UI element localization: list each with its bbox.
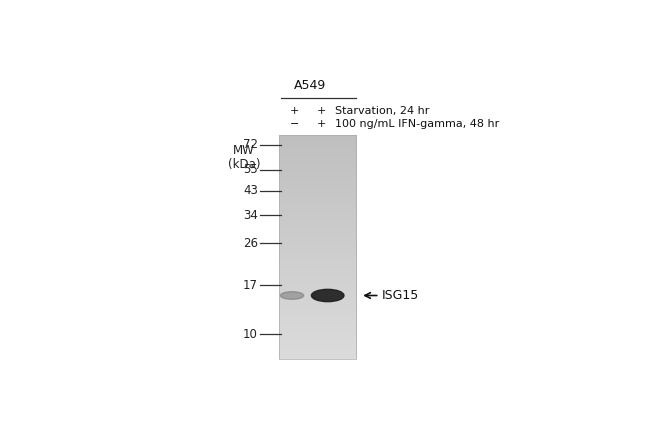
Text: +: +	[317, 119, 326, 129]
Text: 72: 72	[243, 138, 258, 151]
Text: 43: 43	[243, 184, 258, 197]
Text: +: +	[317, 106, 326, 116]
Text: A549: A549	[294, 79, 326, 92]
Text: 26: 26	[243, 237, 258, 250]
Text: −: −	[290, 119, 299, 129]
Text: (kDa): (kDa)	[227, 158, 260, 171]
Bar	[279, 135, 356, 359]
Text: 55: 55	[243, 163, 258, 176]
Ellipse shape	[280, 292, 304, 299]
Text: ISG15: ISG15	[382, 289, 419, 302]
Text: 34: 34	[243, 209, 258, 222]
Ellipse shape	[311, 289, 344, 302]
Text: 17: 17	[243, 279, 258, 292]
Text: +: +	[290, 106, 299, 116]
Text: 10: 10	[243, 327, 258, 341]
Text: 100 ng/mL IFN-gamma, 48 hr: 100 ng/mL IFN-gamma, 48 hr	[335, 119, 500, 129]
Text: MW: MW	[233, 144, 255, 157]
Text: Starvation, 24 hr: Starvation, 24 hr	[335, 106, 430, 116]
